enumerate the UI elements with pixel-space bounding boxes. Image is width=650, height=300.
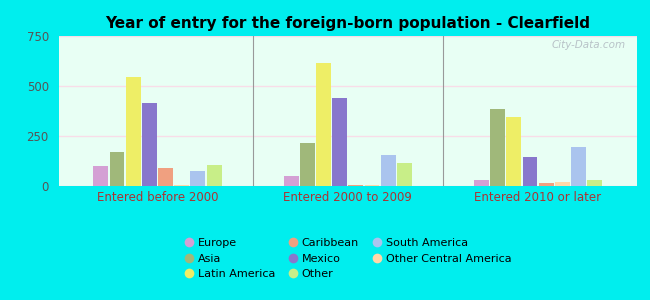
Bar: [332, 98, 347, 186]
Bar: [94, 166, 109, 186]
Bar: [587, 180, 602, 186]
Bar: [207, 165, 222, 186]
Bar: [555, 182, 570, 186]
Bar: [506, 117, 521, 186]
Bar: [158, 168, 173, 186]
Bar: [365, 185, 380, 186]
Title: Year of entry for the foreign-born population - Clearfield: Year of entry for the foreign-born popul…: [105, 16, 590, 31]
Bar: [300, 143, 315, 186]
Bar: [474, 180, 489, 186]
Bar: [523, 157, 538, 186]
Bar: [283, 176, 298, 186]
Bar: [348, 185, 363, 186]
Bar: [190, 171, 205, 186]
Bar: [125, 77, 140, 186]
Bar: [174, 185, 189, 186]
Legend: Europe, Asia, Latin America, Caribbean, Mexico, Other, South America, Other Cent: Europe, Asia, Latin America, Caribbean, …: [180, 234, 515, 284]
Bar: [381, 155, 396, 186]
Bar: [316, 63, 331, 186]
Bar: [110, 152, 124, 186]
Bar: [571, 147, 586, 186]
Bar: [490, 109, 505, 186]
Bar: [142, 103, 157, 186]
Bar: [397, 163, 412, 186]
Text: City-Data.com: City-Data.com: [551, 40, 625, 50]
Bar: [539, 183, 554, 186]
